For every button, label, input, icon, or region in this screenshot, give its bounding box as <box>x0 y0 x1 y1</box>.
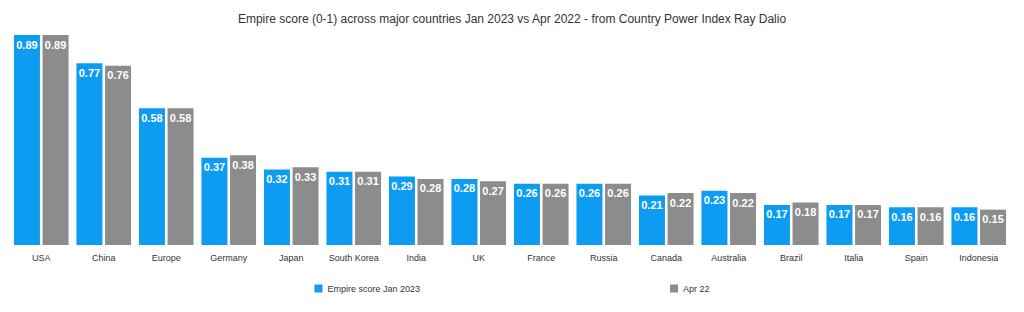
svg-text:Russia: Russia <box>590 253 618 263</box>
svg-text:Canada: Canada <box>650 253 682 263</box>
svg-text:0.37: 0.37 <box>204 161 225 173</box>
svg-text:0.28: 0.28 <box>454 182 475 194</box>
svg-text:South Korea: South Korea <box>329 253 379 263</box>
svg-text:0.27: 0.27 <box>482 185 503 197</box>
svg-text:0.15: 0.15 <box>982 213 1003 225</box>
svg-text:0.16: 0.16 <box>954 211 975 223</box>
svg-text:0.26: 0.26 <box>516 187 537 199</box>
svg-text:Italia: Italia <box>844 253 863 263</box>
svg-text:Brazil: Brazil <box>780 253 803 263</box>
svg-text:0.26: 0.26 <box>545 187 566 199</box>
svg-text:Empire score Jan 2023: Empire score Jan 2023 <box>327 284 420 294</box>
svg-text:0.58: 0.58 <box>141 112 162 124</box>
svg-text:0.31: 0.31 <box>357 175 378 187</box>
svg-text:0.38: 0.38 <box>232 159 253 171</box>
svg-text:0.21: 0.21 <box>641 199 662 211</box>
svg-text:0.58: 0.58 <box>170 112 191 124</box>
svg-text:USA: USA <box>32 253 51 263</box>
svg-text:France: France <box>527 253 555 263</box>
svg-text:0.26: 0.26 <box>579 187 600 199</box>
svg-text:0.32: 0.32 <box>266 173 287 185</box>
svg-text:0.89: 0.89 <box>45 39 66 51</box>
svg-text:0.17: 0.17 <box>766 208 787 220</box>
svg-text:Japan: Japan <box>279 253 304 263</box>
svg-text:0.22: 0.22 <box>732 197 753 209</box>
svg-text:0.89: 0.89 <box>16 39 37 51</box>
svg-text:0.76: 0.76 <box>107 69 128 81</box>
svg-text:0.29: 0.29 <box>391 180 412 192</box>
svg-text:0.17: 0.17 <box>829 208 850 220</box>
svg-text:0.16: 0.16 <box>920 211 941 223</box>
svg-text:Germany: Germany <box>210 253 248 263</box>
svg-text:0.77: 0.77 <box>79 67 100 79</box>
svg-text:Australia: Australia <box>711 253 746 263</box>
svg-text:Europe: Europe <box>152 253 181 263</box>
svg-text:India: India <box>406 253 426 263</box>
svg-text:Empire score (0-1) across majo: Empire score (0-1) across major countrie… <box>238 12 787 26</box>
svg-text:0.23: 0.23 <box>704 194 725 206</box>
svg-text:China: China <box>92 253 116 263</box>
svg-text:0.28: 0.28 <box>420 182 441 194</box>
svg-text:0.18: 0.18 <box>795 206 816 218</box>
svg-text:0.16: 0.16 <box>891 211 912 223</box>
svg-text:UK: UK <box>472 253 485 263</box>
svg-text:Apr 22: Apr 22 <box>683 284 710 294</box>
svg-text:Indonesia: Indonesia <box>959 253 998 263</box>
svg-text:0.33: 0.33 <box>295 171 316 183</box>
svg-text:0.22: 0.22 <box>670 197 691 209</box>
svg-text:0.31: 0.31 <box>329 175 350 187</box>
svg-text:0.17: 0.17 <box>857 208 878 220</box>
svg-text:0.26: 0.26 <box>607 187 628 199</box>
svg-text:Spain: Spain <box>905 253 928 263</box>
